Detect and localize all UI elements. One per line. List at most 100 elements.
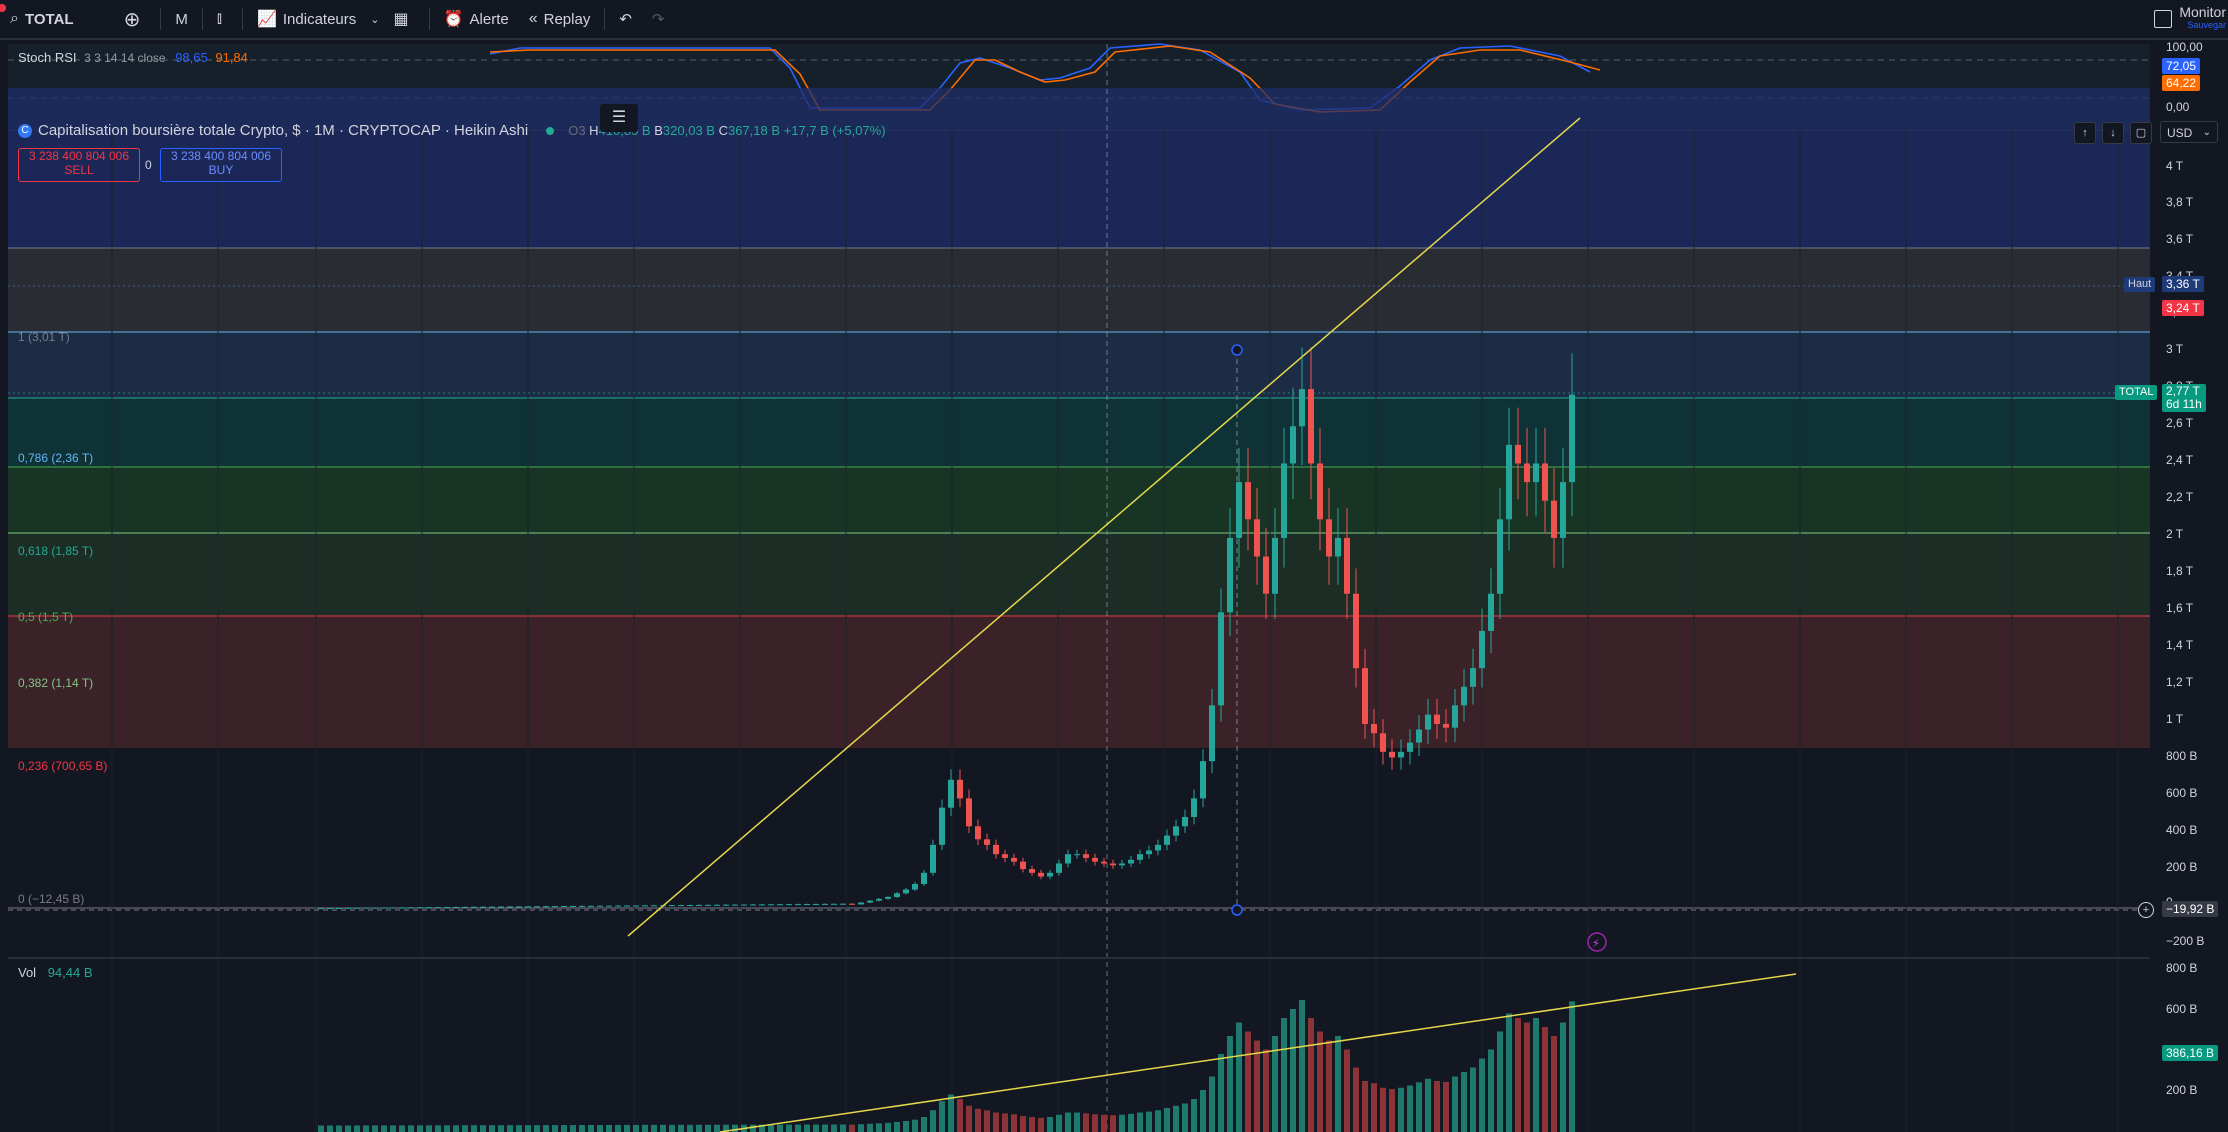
- price-tick: 800 B: [2166, 749, 2198, 763]
- scroll-down-button[interactable]: ↓: [2102, 122, 2124, 144]
- candle-body: [453, 906, 459, 908]
- fib-anchor-bottom[interactable]: [1231, 904, 1243, 916]
- symbol-search[interactable]: ⌕ TOTAL: [0, 0, 84, 38]
- volume-bar: [1038, 1117, 1044, 1132]
- chevron-down-icon: ⌄: [2202, 127, 2211, 138]
- volume-bar: [624, 1124, 630, 1132]
- chart-canvas[interactable]: ⚡: [0, 38, 2228, 1132]
- volume-legend[interactable]: Vol 94,44 B: [18, 965, 93, 980]
- interval-button[interactable]: M: [165, 0, 198, 38]
- scroll-up-button[interactable]: ↑: [2074, 122, 2096, 144]
- monitor-panel[interactable]: Monitor Sauvegar: [2179, 4, 2228, 30]
- candle-body: [1083, 854, 1089, 858]
- volume-bar: [1182, 1103, 1188, 1132]
- volume-bar: [777, 1124, 783, 1132]
- candle-body: [426, 907, 432, 909]
- volume-bar: [1092, 1114, 1098, 1132]
- candle-body: [669, 905, 675, 907]
- volume-bar: [651, 1124, 657, 1132]
- volume-trend-line[interactable]: [719, 973, 1797, 1132]
- volume-bar: [579, 1125, 585, 1132]
- replay-button[interactable]: « Replay: [519, 0, 601, 38]
- candle-body: [1407, 742, 1413, 752]
- volume-bar: [507, 1125, 513, 1132]
- volume-bar: [363, 1125, 369, 1132]
- indicators-button[interactable]: 📈 Indicateurs: [247, 0, 366, 38]
- candle-body: [1353, 593, 1359, 669]
- maximize-icon: ▢: [2135, 127, 2147, 139]
- volume-bar: [354, 1125, 360, 1132]
- crypto-logo-icon: C: [18, 123, 32, 138]
- candle-body: [1344, 537, 1350, 594]
- candle-body: [498, 906, 504, 908]
- price-axis[interactable]: 100,00 72,05 64,22 0,00 4 T 3,8 T 3,6 T …: [2150, 38, 2228, 1132]
- main-series-legend[interactable]: C Capitalisation boursière totale Crypto…: [18, 122, 886, 139]
- volume-bar: [822, 1124, 828, 1132]
- volume-bar: [1461, 1072, 1467, 1132]
- add-alert-plus-icon[interactable]: +: [2138, 902, 2154, 918]
- currency-select[interactable]: USD ⌄: [2160, 121, 2218, 143]
- candle-body: [849, 903, 855, 905]
- candle-body: [372, 907, 378, 909]
- fullscreen-toggle[interactable]: [2154, 10, 2172, 28]
- volume-bar: [561, 1125, 567, 1132]
- fib-label-0382: 0,382 (1,14 T): [18, 676, 94, 690]
- stoch-scale-top: 100,00: [2166, 40, 2203, 54]
- redo-button[interactable]: ↷: [642, 0, 675, 38]
- candle-body: [813, 903, 819, 905]
- volume-bar: [1389, 1089, 1395, 1132]
- candle-body: [588, 905, 594, 907]
- arrow-up-icon: ↑: [2082, 127, 2088, 139]
- maximize-pane-button[interactable]: ▢: [2130, 122, 2152, 144]
- candle-body: [1200, 761, 1206, 799]
- candle-body: [705, 904, 711, 906]
- chart-type-button[interactable]: ⫾: [207, 0, 238, 38]
- candle-body: [624, 905, 630, 907]
- alert-button[interactable]: ⏰ Alerte: [434, 0, 519, 38]
- candle-body: [768, 904, 774, 906]
- stoch-rsi-legend[interactable]: Stoch RSI 3 3 14 14 close 98,65 91,84: [18, 50, 248, 65]
- volume-bar: [1254, 1040, 1260, 1132]
- sell-button[interactable]: 3 238 400 804 006 SELL: [18, 148, 140, 182]
- save-status: Sauvegar: [2187, 20, 2226, 30]
- volume-last-badge: 386,16 B: [2162, 1045, 2219, 1061]
- volume-bar: [1137, 1112, 1143, 1132]
- volume-bar: [1065, 1112, 1071, 1132]
- legend-menu-button[interactable]: ☰: [600, 104, 638, 132]
- candle-body: [525, 906, 531, 908]
- volume-bar: [318, 1125, 324, 1132]
- countdown: 6d 11h: [2166, 397, 2202, 411]
- candle-body: [1155, 844, 1161, 851]
- stoch-k-value: 98,65: [175, 50, 208, 65]
- current-red-badge: 3,24 T: [2162, 300, 2204, 316]
- candle-body: [840, 903, 846, 905]
- currency-value: USD: [2167, 126, 2193, 140]
- price-tick: 1,2 T: [2166, 675, 2194, 689]
- fib-zone-above: [8, 88, 2150, 248]
- candle-body: [858, 902, 864, 905]
- candle-body: [930, 844, 936, 873]
- indicators-dropdown[interactable]: ⌄: [366, 0, 383, 38]
- volume-bar: [849, 1124, 855, 1132]
- fib-retracement[interactable]: [8, 88, 2150, 909]
- templates-button[interactable]: ▦: [383, 0, 424, 38]
- fib-anchor-top[interactable]: [1231, 344, 1243, 356]
- volume-bar: [1362, 1081, 1368, 1132]
- candle-body: [1011, 857, 1017, 862]
- volume-bar: [390, 1125, 396, 1132]
- candle-body: [1164, 835, 1170, 845]
- volume-bar: [1155, 1110, 1161, 1132]
- volume-bar: [426, 1125, 432, 1132]
- search-icon: ⌕: [10, 10, 19, 27]
- undo-button[interactable]: ↶: [609, 0, 642, 38]
- trend-line[interactable]: [627, 117, 1581, 937]
- compare-symbol-button[interactable]: ⊕: [114, 0, 157, 38]
- candle-body: [759, 904, 765, 906]
- stoch-k-badge: 72,05: [2162, 58, 2201, 74]
- candle-body: [1128, 859, 1134, 864]
- candle-body: [462, 906, 468, 908]
- event-lightning-icon[interactable]: [1587, 932, 1607, 952]
- buy-button[interactable]: 3 238 400 804 006 BUY: [160, 148, 282, 182]
- volume-bar: [606, 1124, 612, 1132]
- volume-bar: [921, 1117, 927, 1132]
